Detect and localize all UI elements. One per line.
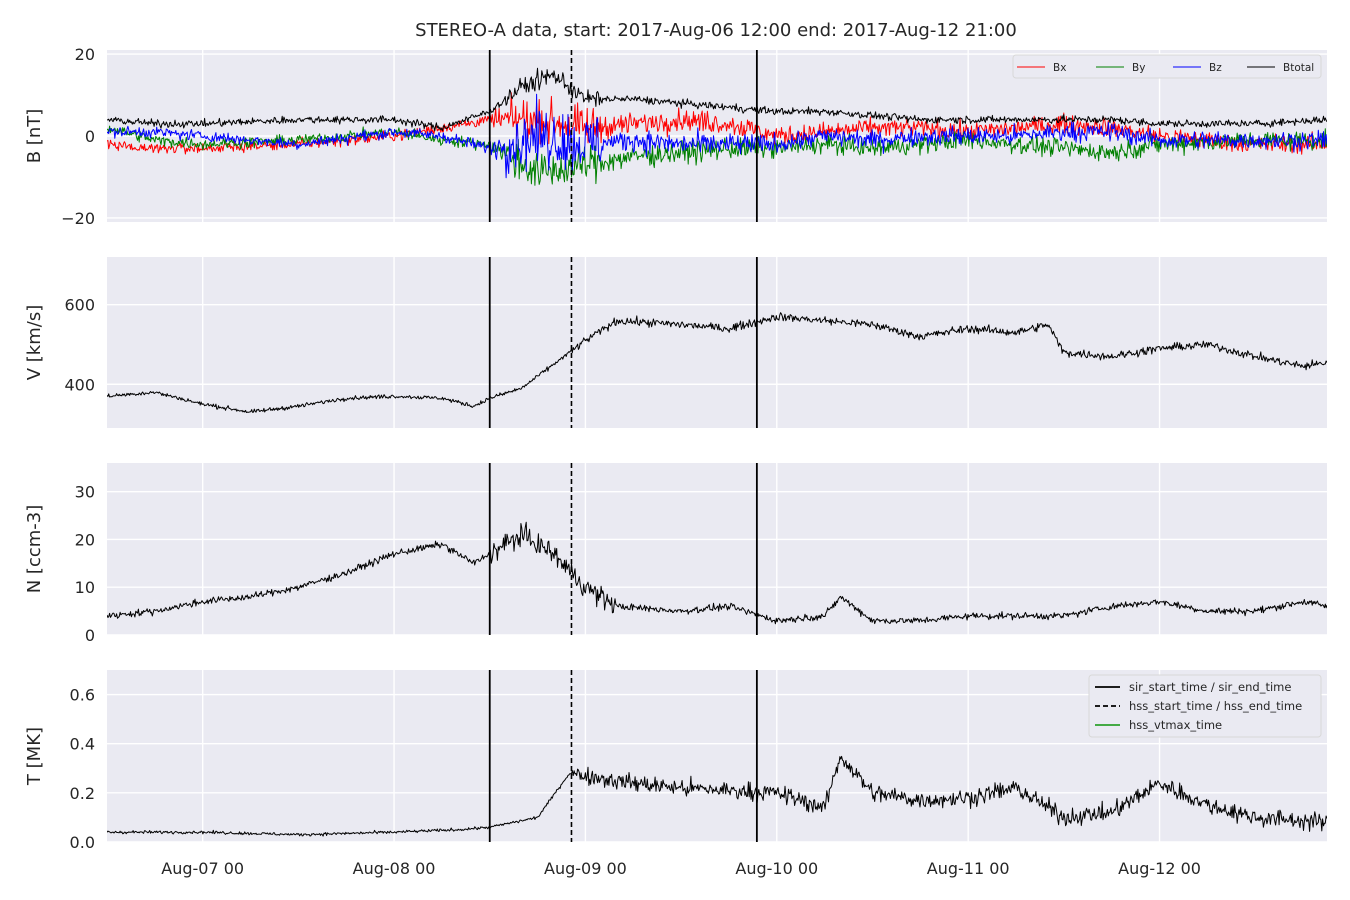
plot-area-V <box>107 257 1327 428</box>
y-axis-label-B: B [nT] <box>24 109 45 164</box>
legend-b: Bx By Bz Btotal <box>1012 54 1322 79</box>
y-axis-label-V: V [km/s] <box>24 305 45 380</box>
y-tick-label-B: 0 <box>85 127 95 146</box>
y-tick-label-N: 10 <box>75 578 95 597</box>
chart-title: STEREO-A data, start: 2017-Aug-06 12:00 … <box>415 20 1017 41</box>
legend-t-label: hss_start_time / hss_end_time <box>1129 699 1302 713</box>
x-tick-label: Aug-07 00 <box>161 859 244 878</box>
series-line-V <box>107 312 1327 413</box>
shared-x-axis: Aug-07 00 Aug-08 00 Aug-09 00 Aug-10 00 Aug-… <box>161 859 1201 878</box>
x-tick-label: Aug-08 00 <box>353 859 436 878</box>
series-line-N <box>107 521 1327 625</box>
y-tick-label-B: −20 <box>61 209 95 228</box>
panel-B: −20 0 20 B [nT] Bx By Bz Btotal <box>24 45 1327 228</box>
y-tick-label-V: 600 <box>64 296 95 315</box>
series-line-T <box>107 755 1327 837</box>
panel-T: 0.0 0.2 0.4 0.6 T [MK] sir_start_time / sir_e… <box>24 670 1327 852</box>
x-tick-label: Aug-12 00 <box>1118 859 1201 878</box>
x-tick-label: Aug-09 00 <box>544 859 627 878</box>
legend-label-Bz: Bz <box>1209 62 1222 74</box>
y-tick-label-V: 400 <box>64 375 95 394</box>
x-tick-label: Aug-11 00 <box>927 859 1010 878</box>
x-tick-label: Aug-10 00 <box>735 859 818 878</box>
series-line-By <box>107 125 1327 186</box>
legend-label-By: By <box>1132 62 1145 74</box>
legend-label-Btotal: Btotal <box>1283 62 1314 74</box>
y-axis-label-N: N [ccm-3] <box>24 505 45 594</box>
panel-V: 400 600 V [km/s] <box>24 257 1327 428</box>
series-group-N <box>107 521 1327 625</box>
legend-t-label: hss_vtmax_time <box>1129 718 1222 732</box>
series-line-Btotal <box>107 67 1327 132</box>
plot-area-N <box>107 463 1327 635</box>
legend-t-label: sir_start_time / sir_end_time <box>1129 680 1291 694</box>
y-tick-label-T: 0.2 <box>70 784 95 803</box>
y-tick-label-N: 30 <box>75 483 95 502</box>
y-axis-label-T: T [MK] <box>24 727 45 786</box>
y-tick-label-N: 0 <box>85 626 95 645</box>
legend-t: sir_start_time / sir_end_time hss_start_t… <box>1088 674 1322 738</box>
y-tick-label-T: 0.0 <box>70 833 95 852</box>
series-line-Bz <box>107 93 1327 179</box>
legend-t-box <box>1088 674 1322 738</box>
series-group-T <box>107 755 1327 837</box>
legend-label-Bx: Bx <box>1053 62 1066 74</box>
panels: −20 0 20 B [nT] Bx By Bz Btotal 400 600 V [km/s] 0 1… <box>24 45 1327 852</box>
series-line-Bx <box>107 92 1327 155</box>
y-tick-label-T: 0.4 <box>70 735 95 754</box>
y-tick-label-T: 0.6 <box>70 686 95 705</box>
series-group-B <box>107 67 1327 186</box>
panel-N: 0 10 20 30 N [ccm-3] <box>24 463 1327 645</box>
y-tick-label-B: 20 <box>75 45 95 64</box>
series-group-V <box>107 312 1327 413</box>
legend-b-box <box>1012 54 1322 79</box>
y-tick-label-N: 20 <box>75 530 95 549</box>
